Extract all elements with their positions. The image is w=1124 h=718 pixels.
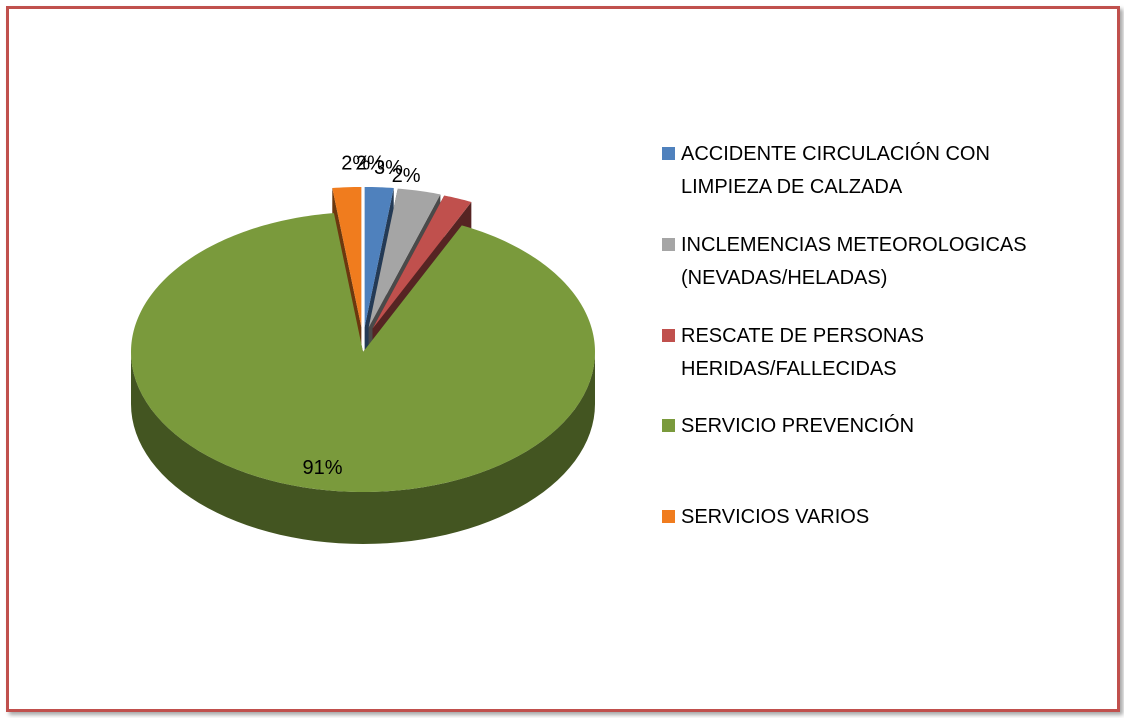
slice <box>372 195 472 329</box>
legend-swatch <box>662 238 675 251</box>
legend-item: SERVICIOS VARIOS <box>662 501 1072 534</box>
legend-item: ACCIDENTE CIRCULACIÓN CON LIMPIEZA DE CA… <box>662 138 1072 204</box>
legend-label: SERVICIOS VARIOS <box>681 506 870 528</box>
data-label: 3% <box>374 157 403 179</box>
data-label: 2% <box>356 153 385 175</box>
slice <box>332 186 362 327</box>
legend-item: RESCATE DE PERSONAS HERIDAS/FALLECIDAS <box>662 320 1072 386</box>
slice <box>368 188 441 328</box>
legend-label: RESCATE DE PERSONAS HERIDAS/FALLECIDAS <box>681 325 925 380</box>
legend-swatch <box>662 147 675 160</box>
legend-swatch <box>662 329 675 342</box>
slice-side <box>131 352 595 544</box>
data-label: 91% <box>302 457 342 479</box>
legend-swatch <box>662 510 675 523</box>
legend-label: SERVICIO PREVENCIÓN <box>681 415 915 437</box>
slice <box>131 213 595 492</box>
legend-label: ACCIDENTE CIRCULACIÓN CON LIMPIEZA DE CA… <box>681 143 990 198</box>
data-label: 2% <box>341 153 370 175</box>
legend-item: INCLEMENCIAS METEOROLOGICAS (NEVADAS/HEL… <box>662 229 1072 295</box>
legend-label: INCLEMENCIAS METEOROLOGICAS (NEVADAS/HEL… <box>681 234 1027 289</box>
slice <box>364 186 394 327</box>
legend-item: SERVICIO PREVENCIÓN <box>662 410 1072 443</box>
legend-swatch <box>662 419 675 432</box>
data-label: 2% <box>392 165 421 187</box>
